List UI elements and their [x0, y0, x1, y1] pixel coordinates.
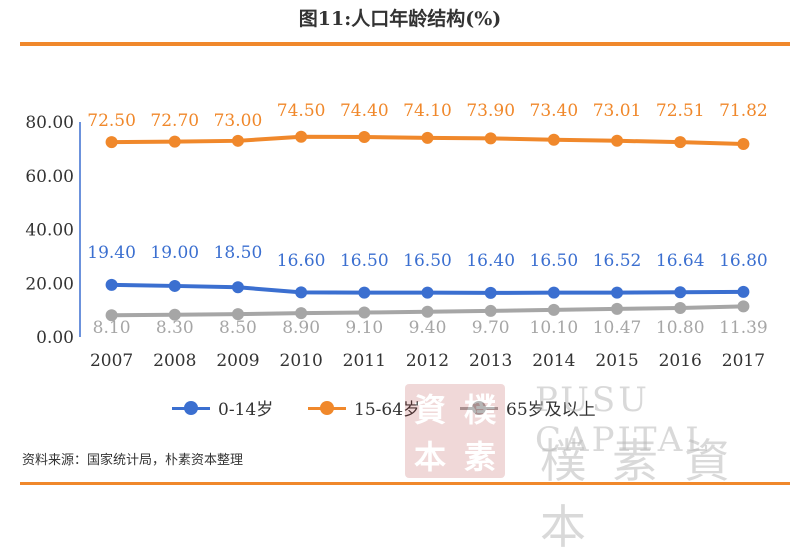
- data-label: 74.10: [403, 101, 452, 121]
- data-point: [484, 132, 497, 145]
- data-label: 73.00: [214, 111, 263, 131]
- data-label: 8.50: [219, 318, 257, 338]
- data-point: [547, 286, 560, 299]
- data-point: [295, 286, 308, 299]
- data-label: 11.39: [719, 318, 768, 338]
- y-tick-label: 60.00: [25, 167, 74, 187]
- data-label: 16.40: [466, 251, 515, 271]
- data-label: 9.70: [472, 318, 510, 338]
- x-tick-label: 2009: [216, 351, 259, 371]
- data-point: [737, 137, 750, 150]
- data-label: 18.50: [214, 243, 263, 263]
- x-tick-label: 2016: [659, 351, 702, 371]
- data-label: 72.50: [87, 111, 136, 131]
- data-point: [611, 134, 624, 147]
- data-point: [105, 278, 118, 291]
- data-label: 73.40: [530, 101, 579, 121]
- y-tick-label: 20.00: [25, 274, 74, 294]
- data-label: 10.10: [530, 318, 579, 338]
- data-point: [484, 286, 497, 299]
- data-point: [358, 306, 371, 319]
- x-tick-label: 2007: [90, 351, 133, 371]
- data-point: [358, 131, 371, 144]
- legend-label-0-14: 0-14岁: [218, 400, 274, 420]
- line-chart: 0.00 20.00 40.00 60.00 80.00 2007 2008 2009 2010…: [25, 101, 768, 371]
- data-label: 10.47: [593, 318, 642, 338]
- data-point: [168, 279, 181, 292]
- data-point: [168, 308, 181, 321]
- data-point: [421, 131, 434, 144]
- data-point: [674, 301, 687, 314]
- data-label: 9.10: [345, 318, 383, 338]
- y-tick-label: 80.00: [25, 113, 74, 133]
- data-point: [358, 286, 371, 299]
- legend-label-15-64: 15-64岁: [354, 400, 421, 420]
- data-label: 73.90: [466, 101, 515, 121]
- x-tick-label: 2017: [722, 351, 765, 371]
- y-tick-label: 40.00: [25, 221, 74, 241]
- data-point: [168, 135, 181, 148]
- x-tick-label: 2010: [280, 351, 323, 371]
- data-point: [547, 133, 560, 146]
- data-point: [547, 303, 560, 316]
- data-point: [231, 281, 244, 294]
- data-label: 16.80: [719, 251, 768, 271]
- x-tick-label: 2015: [595, 351, 638, 371]
- x-tick-label: 2008: [153, 351, 196, 371]
- legend-label-65plus: 65岁及以上: [506, 400, 596, 420]
- data-point: [484, 304, 497, 317]
- data-point: [421, 305, 434, 318]
- data-label: 72.51: [656, 101, 705, 121]
- data-point: [105, 309, 118, 322]
- data-point: [737, 300, 750, 313]
- data-label: 16.60: [277, 251, 326, 271]
- data-label: 8.90: [282, 318, 320, 338]
- watermark-text-cn: 樸素資本: [540, 434, 756, 554]
- legend-item-15-64: 15-64岁: [308, 395, 420, 420]
- legend-swatch-gray: [460, 399, 498, 417]
- data-label: 16.50: [403, 251, 452, 271]
- data-label: 74.40: [340, 101, 389, 121]
- data-label: 16.64: [656, 251, 705, 271]
- watermark-text-en: PUSU CAPITAL: [535, 380, 711, 460]
- watermark-seal: 資樸 本素: [405, 384, 505, 478]
- data-point: [295, 130, 308, 143]
- data-point: [611, 286, 624, 299]
- data-point: [231, 134, 244, 147]
- data-point: [611, 302, 624, 315]
- data-point: [674, 286, 687, 299]
- data-label: 71.82: [719, 101, 768, 121]
- data-label: 8.10: [93, 318, 131, 338]
- data-point: [105, 136, 118, 149]
- data-point: [737, 285, 750, 298]
- data-point: [421, 286, 434, 299]
- source-note: 资料来源：国家统计局，朴素资本整理: [22, 453, 244, 468]
- legend-item-65plus: 65岁及以上: [460, 395, 596, 420]
- x-tick-label: 2011: [343, 351, 386, 371]
- data-point: [674, 136, 687, 149]
- x-tick-label: 2013: [469, 351, 512, 371]
- data-label: 16.50: [340, 251, 389, 271]
- x-tick-label: 2014: [532, 351, 575, 371]
- data-label: 74.50: [277, 101, 326, 121]
- legend-swatch-blue: [172, 399, 210, 417]
- data-label: 72.70: [150, 111, 199, 131]
- bottom-rule: [20, 482, 790, 485]
- data-label: 8.30: [156, 318, 194, 338]
- data-label: 10.80: [656, 318, 705, 338]
- legend-item-0-14: 0-14岁: [172, 395, 273, 420]
- data-label: 19.40: [87, 243, 136, 263]
- data-label: 19.00: [150, 243, 199, 263]
- title-underline: [20, 42, 790, 46]
- chart-title: 图11:人口年龄结构(%): [298, 8, 502, 30]
- data-label: 9.40: [409, 318, 447, 338]
- data-point: [295, 307, 308, 320]
- data-label: 16.50: [530, 251, 579, 271]
- x-tick-label: 2012: [406, 351, 449, 371]
- legend-swatch-orange: [308, 399, 346, 417]
- data-point: [231, 308, 244, 321]
- data-label: 73.01: [593, 101, 642, 121]
- y-tick-label: 0.00: [36, 328, 74, 348]
- data-label: 16.52: [593, 251, 642, 271]
